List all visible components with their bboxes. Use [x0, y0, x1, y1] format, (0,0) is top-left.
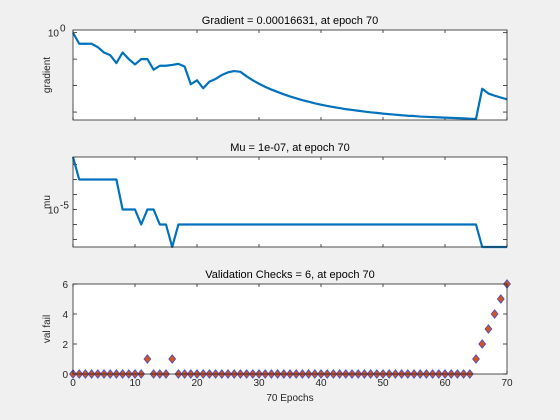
data-point: [143, 354, 152, 364]
plot-area: [73, 30, 507, 120]
x-tick-label: 0: [70, 378, 76, 389]
axes-box: [72, 283, 508, 375]
data-point: [490, 309, 499, 319]
gradient-panel: Gradient = 0.00016631, at epoch 70 gradie…: [42, 15, 508, 121]
y-axis-label: val fail: [42, 315, 53, 343]
x-tick-label: 50: [377, 378, 389, 389]
y-tick-label: 2: [62, 340, 68, 351]
y-tick-label: 0: [62, 370, 68, 381]
x-axis-label: 70 Epochs: [266, 393, 313, 404]
data-point: [472, 354, 480, 364]
x-tick-label: 70: [501, 378, 513, 389]
panel-title: Mu = 1e-07, at epoch 70: [230, 142, 350, 154]
data-point: [168, 354, 177, 364]
data-point: [484, 324, 493, 334]
data-point: [496, 294, 505, 304]
series-line: [72, 32, 508, 121]
y-tick-exponent: -5: [60, 201, 69, 212]
validation-checks-panel: Validation Checks = 6, at epoch 70 val fa…: [42, 269, 513, 404]
panel-title: Gradient = 0.00016631, at epoch 70: [202, 15, 378, 27]
data-point: [478, 339, 487, 349]
x-tick-label: 60: [439, 378, 451, 389]
y-axis-label: mu: [42, 195, 53, 209]
y-tick-label: 4: [62, 310, 68, 321]
panel-title: Validation Checks = 6, at epoch 70: [205, 269, 375, 281]
plot-area: [73, 157, 507, 247]
axes-box: [72, 156, 508, 248]
axes-box: [72, 29, 508, 121]
x-tick-label: 30: [253, 378, 265, 389]
y-axis-label: gradient: [42, 57, 53, 93]
x-tick-label: 10: [129, 378, 141, 389]
series-line: [71, 156, 507, 249]
plot-area: [73, 284, 507, 374]
x-tick-label: 40: [315, 378, 327, 389]
y-tick-exponent: 0: [60, 24, 66, 35]
y-tick-label: 10: [48, 29, 60, 40]
y-tick-label: 10: [48, 206, 60, 217]
x-tick-label: 20: [191, 378, 203, 389]
y-tick-label: 6: [62, 280, 68, 291]
